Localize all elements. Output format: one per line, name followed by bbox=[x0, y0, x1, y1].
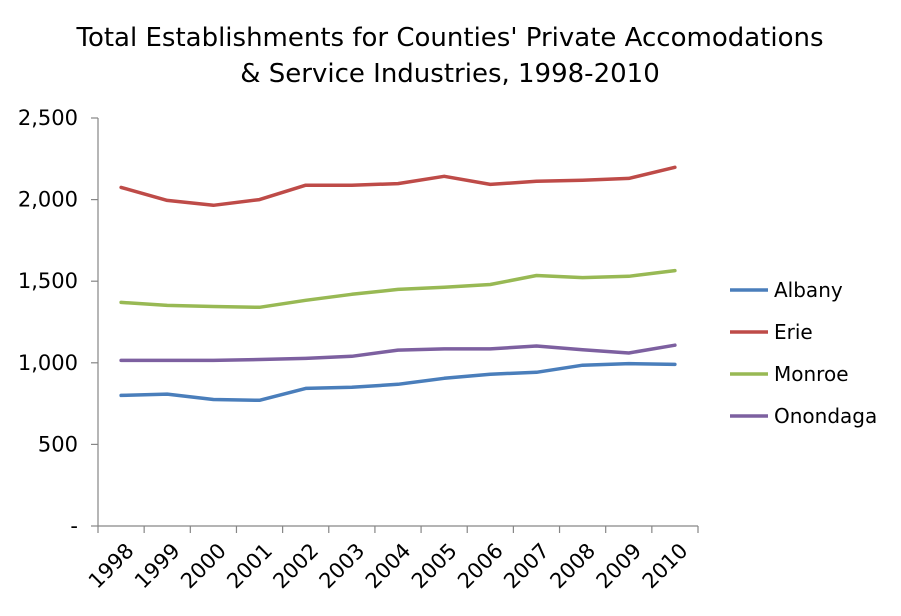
series-line-onondaga bbox=[119, 343, 677, 363]
legend-label: Albany bbox=[774, 278, 843, 302]
legend-item-monroe: Monroe bbox=[730, 362, 849, 386]
x-tick-label: 2009 bbox=[592, 539, 647, 594]
legend-item-erie: Erie bbox=[730, 320, 813, 344]
legend-label: Onondaga bbox=[774, 404, 877, 428]
x-tick-label: 2002 bbox=[268, 539, 323, 594]
x-tick-label: 2005 bbox=[407, 539, 462, 594]
legend-label: Monroe bbox=[774, 362, 849, 386]
y-tick-label: 2,500 bbox=[18, 106, 78, 130]
y-tick-label: 2,000 bbox=[18, 188, 78, 212]
legend-item-albany: Albany bbox=[730, 278, 843, 302]
legend-item-onondaga: Onondaga bbox=[730, 404, 877, 428]
y-tick-label: 1,500 bbox=[18, 269, 78, 293]
x-tick-label: 2001 bbox=[222, 539, 277, 594]
series-line-erie bbox=[119, 165, 677, 208]
series-line-monroe bbox=[119, 268, 677, 310]
y-tick-label: - bbox=[70, 514, 78, 538]
x-tick-label: 2006 bbox=[453, 539, 508, 594]
chart-title-line-1: Total Establishments for Counties' Priva… bbox=[75, 23, 823, 53]
x-tick-label: 2010 bbox=[638, 539, 693, 594]
x-tick-label: 2000 bbox=[176, 539, 231, 594]
x-tick-label: 2003 bbox=[315, 539, 370, 594]
x-tick-label: 2007 bbox=[499, 539, 554, 594]
series-line-albany bbox=[119, 361, 677, 403]
y-tick-label: 500 bbox=[38, 432, 78, 456]
x-tick-label: 2004 bbox=[361, 539, 416, 594]
legend: Albany Erie Monroe Onondaga bbox=[730, 278, 877, 428]
series-layer bbox=[119, 165, 677, 403]
legend-label: Erie bbox=[774, 320, 813, 344]
y-axis: - 500 1,000 1,500 2,000 2,500 bbox=[18, 106, 99, 538]
x-tick-label: 1999 bbox=[130, 539, 185, 594]
y-tick-label: 1,000 bbox=[18, 351, 78, 375]
x-tick-label: 1998 bbox=[84, 539, 139, 594]
chart-title-line-2: & Service Industries, 1998-2010 bbox=[240, 59, 659, 89]
x-axis: 1998199920002001200220032004200520062007… bbox=[84, 525, 699, 594]
x-tick-label: 2008 bbox=[545, 539, 600, 594]
